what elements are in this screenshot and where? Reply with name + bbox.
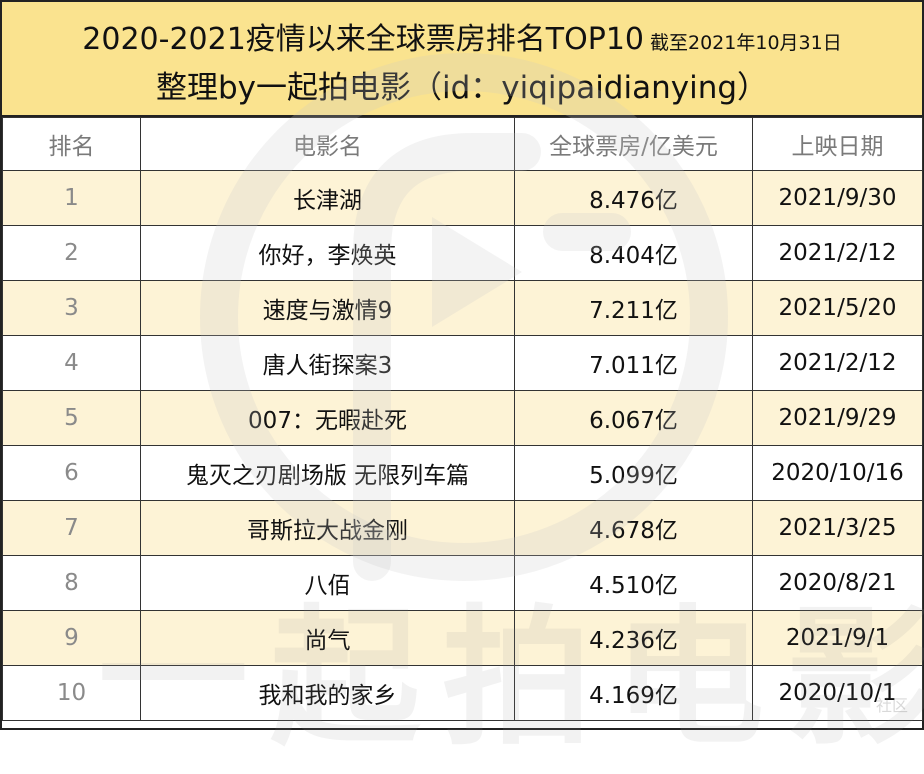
column-header-rank: 排名 (2, 117, 141, 171)
box-office-cell: 7.211亿 (514, 280, 753, 336)
page-subtitle: 整理by一起拍电影（id：yiqipaidianying） (155, 70, 769, 106)
release-date-cell: 2021/9/30 (752, 170, 923, 226)
table-header-row: 排名 电影名 全球票房/亿美元 上映日期 (2, 117, 923, 171)
release-date-cell: 2020/10/16 (752, 445, 923, 501)
box-office-cell: 4.678亿 (514, 500, 753, 556)
movie-title-cell: 长津湖 (140, 170, 515, 226)
column-header-title: 电影名 (140, 117, 515, 171)
rank-cell: 4 (2, 335, 141, 391)
title-line: 2020-2021疫情以来全球票房排名TOP10 截至2021年10月31日 (2, 14, 922, 58)
box-office-cell: 4.510亿 (514, 555, 753, 611)
table-row: 7 哥斯拉大战金刚 4.678亿 2021/3/25 (2, 500, 923, 556)
table-row: 3 速度与激情9 7.211亿 2021/5/20 (2, 280, 923, 336)
movie-title-cell: 哥斯拉大战金刚 (140, 500, 515, 556)
date-note: 截至2021年10月31日 (650, 32, 842, 54)
box-office-cell: 4.236亿 (514, 610, 753, 666)
rank-cell: 5 (2, 390, 141, 446)
release-date-cell: 2021/9/1 (752, 610, 923, 666)
column-header-date: 上映日期 (752, 117, 923, 171)
table-row: 6 鬼灭之刃剧场版 无限列车篇 5.099亿 2020/10/16 (2, 445, 923, 501)
movie-title-cell: 007：无暇赴死 (140, 390, 515, 446)
rank-cell: 6 (2, 445, 141, 501)
release-date-cell: 2021/9/29 (752, 390, 923, 446)
rank-cell: 9 (2, 610, 141, 666)
table-row: 9 尚气 4.236亿 2021/9/1 (2, 610, 923, 666)
box-office-cell: 8.476亿 (514, 170, 753, 226)
release-date-cell: 2020/10/1 (752, 665, 923, 721)
table-row: 2 你好，李焕英 8.404亿 2021/2/12 (2, 225, 923, 281)
box-office-cell: 8.404亿 (514, 225, 753, 281)
box-office-cell: 6.067亿 (514, 390, 753, 446)
table-row: 10 我和我的家乡 4.169亿 2020/10/1 (2, 665, 923, 721)
rank-cell: 2 (2, 225, 141, 281)
movie-title-cell: 鬼灭之刃剧场版 无限列车篇 (140, 445, 515, 501)
release-date-cell: 2020/8/21 (752, 555, 923, 611)
ranking-table: 排名 电影名 全球票房/亿美元 上映日期 1 长津湖 8.476亿 2021/9… (2, 117, 923, 721)
release-date-cell: 2021/3/25 (752, 500, 923, 556)
page-title: 2020-2021疫情以来全球票房排名TOP10 (82, 22, 644, 57)
rank-cell: 8 (2, 555, 141, 611)
release-date-cell: 2021/5/20 (752, 280, 923, 336)
table-row: 8 八佰 4.510亿 2020/8/21 (2, 555, 923, 611)
table-row: 1 长津湖 8.476亿 2021/9/30 (2, 170, 923, 226)
movie-title-cell: 速度与激情9 (140, 280, 515, 336)
release-date-cell: 2021/2/12 (752, 335, 923, 391)
movie-title-cell: 你好，李焕英 (140, 225, 515, 281)
rank-cell: 7 (2, 500, 141, 556)
header-banner: 2020-2021疫情以来全球票房排名TOP10 截至2021年10月31日 整理… (2, 2, 922, 117)
box-office-cell: 7.011亿 (514, 335, 753, 391)
column-header-gross: 全球票房/亿美元 (514, 117, 753, 171)
box-office-cell: 5.099亿 (514, 445, 753, 501)
box-office-cell: 4.169亿 (514, 665, 753, 721)
table-row: 4 唐人街探案3 7.011亿 2021/2/12 (2, 335, 923, 391)
table-row: 5 007：无暇赴死 6.067亿 2021/9/29 (2, 390, 923, 446)
movie-title-cell: 唐人街探案3 (140, 335, 515, 391)
rank-cell: 3 (2, 280, 141, 336)
movie-title-cell: 我和我的家乡 (140, 665, 515, 721)
release-date-cell: 2021/2/12 (752, 225, 923, 281)
movie-title-cell: 尚气 (140, 610, 515, 666)
rank-cell: 10 (2, 665, 141, 721)
rank-cell: 1 (2, 170, 141, 226)
movie-title-cell: 八佰 (140, 555, 515, 611)
